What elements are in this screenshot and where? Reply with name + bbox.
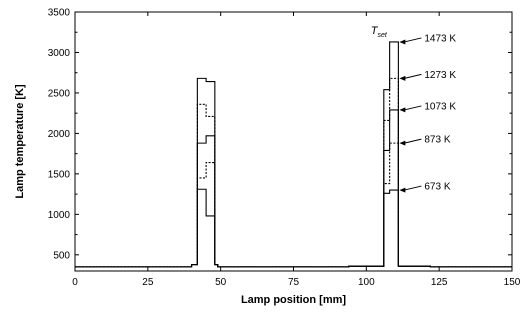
ticks-layer: 0 25 50 75 100 125 150 500 1000 1500 2000 2500 3000 3… <box>48 8 521 289</box>
annotation-arrow-head <box>399 187 406 193</box>
y-axis-title: Lamp temperature [K] <box>14 84 26 199</box>
y-tick-label: 500 <box>53 250 70 261</box>
annotation-arrow-head <box>399 75 406 81</box>
series-layer <box>75 41 512 268</box>
annotation-arrow-head <box>399 140 406 146</box>
annotation-arrow-line <box>404 138 422 144</box>
x-tick-label: 75 <box>288 277 300 288</box>
x-axis-title: Lamp position [mm] <box>241 294 346 306</box>
x-tick-label: 125 <box>431 277 448 288</box>
y-tick-label: 3000 <box>48 48 71 59</box>
annotation-label: 1273 K <box>424 70 456 81</box>
annotation-arrow-line <box>404 105 422 111</box>
annotation-arrow-head <box>399 39 406 45</box>
annotation-arrow-line <box>404 37 422 43</box>
annotation-label: 1073 K <box>424 101 456 112</box>
tset-subscript: set <box>377 32 387 39</box>
x-tick-label: 150 <box>504 277 521 288</box>
tset-label: Tset <box>371 25 388 39</box>
annotations-layer: 1473 K 1273 K 1073 K 873 K 673 K <box>399 33 456 193</box>
x-tick-label: 25 <box>142 277 154 288</box>
tset-symbol: T <box>371 25 379 37</box>
x-tick-label: 100 <box>358 277 375 288</box>
y-tick-label: 1000 <box>48 210 71 221</box>
x-tick-label: 0 <box>72 277 78 288</box>
x-tick-label: 50 <box>215 277 227 288</box>
annotation-arrow-line <box>404 185 422 191</box>
annotation-label: 873 K <box>424 135 450 146</box>
annotation-arrow-head <box>399 107 406 113</box>
annotation-label: 673 K <box>424 182 450 193</box>
y-tick-label: 1500 <box>48 169 71 180</box>
y-tick-label: 2000 <box>48 129 71 140</box>
y-tick-label: 3500 <box>48 8 71 19</box>
annotation-label: 1473 K <box>424 33 456 44</box>
annotation-arrow-line <box>404 73 422 79</box>
series-line-4 <box>75 188 512 268</box>
y-tick-label: 2500 <box>48 88 71 99</box>
series-line-3 <box>75 142 512 268</box>
